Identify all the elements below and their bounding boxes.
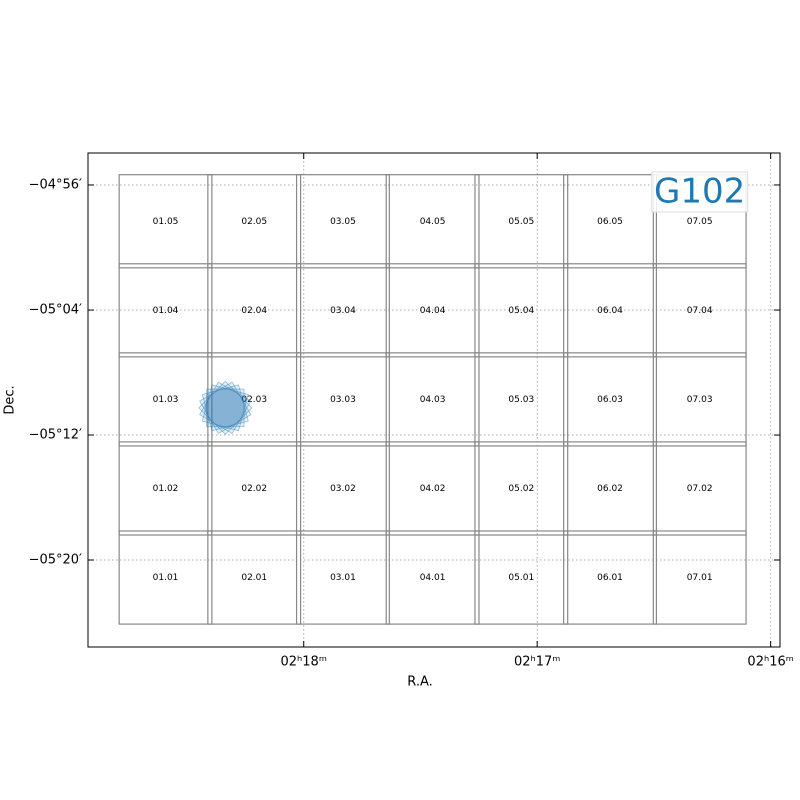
tile — [474, 441, 569, 536]
tile-label: 07.02 — [687, 484, 713, 494]
tile — [652, 441, 747, 536]
tile-label: 02.01 — [241, 573, 267, 583]
x-tick-label: 02ʰ18ᵐ — [280, 655, 326, 670]
tile-label: 01.05 — [153, 217, 179, 227]
tile-label: 06.01 — [597, 573, 623, 583]
tile-label: 06.03 — [597, 395, 623, 405]
tile-label: 05.04 — [508, 306, 534, 316]
tile-label: 03.03 — [330, 395, 356, 405]
tile — [474, 174, 569, 269]
plot-frame — [87, 152, 781, 648]
tile — [385, 263, 480, 358]
panel-label: G102 — [654, 172, 745, 212]
y-tick-label: −04°56′ — [29, 177, 82, 192]
tile-label: 02.02 — [241, 484, 267, 494]
x-tick-label: 02ʰ16ᵐ — [747, 655, 793, 670]
pointing-exposure — [206, 388, 245, 427]
y-axis-label: Dec. — [3, 385, 18, 414]
tile-label: 03.05 — [330, 217, 356, 227]
tile-label: 04.04 — [420, 306, 446, 316]
tile-label: 07.01 — [687, 573, 713, 583]
tile — [295, 530, 390, 625]
tile — [118, 441, 213, 536]
tile-label: 05.05 — [508, 217, 534, 227]
tile-label: 02.03 — [241, 395, 267, 405]
tile — [474, 263, 569, 358]
pointing-exposure — [201, 384, 249, 432]
pointing-exposure — [199, 381, 252, 434]
tile-label: 03.04 — [330, 306, 356, 316]
tile — [385, 352, 480, 447]
tile-label: 01.01 — [153, 573, 179, 583]
tile-label: 01.03 — [153, 395, 179, 405]
tile — [563, 441, 658, 536]
tile — [563, 530, 658, 625]
tile — [207, 530, 302, 625]
tile-label: 05.03 — [508, 395, 534, 405]
tile — [295, 263, 390, 358]
pointing — [198, 380, 253, 435]
x-axis-label: R.A. — [407, 675, 433, 690]
tile-label: 04.03 — [420, 395, 446, 405]
tile — [652, 263, 747, 358]
tile — [563, 263, 658, 358]
tile — [295, 352, 390, 447]
tile — [118, 174, 213, 269]
tile-label: 03.02 — [330, 484, 356, 494]
tile — [563, 352, 658, 447]
tile — [118, 530, 213, 625]
tile — [207, 174, 302, 269]
tile — [118, 263, 213, 358]
tile — [295, 441, 390, 536]
tile — [474, 530, 569, 625]
tile — [295, 174, 390, 269]
tile-label: 01.04 — [153, 306, 179, 316]
tile — [207, 441, 302, 536]
tile-label: 07.04 — [687, 306, 713, 316]
x-tick-label: 02ʰ17ᵐ — [514, 655, 560, 670]
tile — [207, 352, 302, 447]
tile-label: 05.01 — [508, 573, 534, 583]
tile — [474, 352, 569, 447]
tile-label: 06.05 — [597, 217, 623, 227]
tile — [385, 530, 480, 625]
y-tick-label: −05°12′ — [29, 428, 82, 443]
label-box — [651, 171, 749, 213]
tile-label: 06.02 — [597, 484, 623, 494]
tile-label: 07.05 — [687, 217, 713, 227]
pointing-exposure — [199, 381, 252, 434]
tile-label: 01.02 — [153, 484, 179, 494]
tile-label: 02.05 — [241, 217, 267, 227]
tile — [207, 263, 302, 358]
tile — [652, 530, 747, 625]
pointing-exposure — [198, 380, 253, 435]
tile — [652, 352, 747, 447]
tile-label: 04.02 — [420, 484, 446, 494]
tile-label: 02.04 — [241, 306, 267, 316]
tile — [385, 174, 480, 269]
tile — [563, 174, 658, 269]
tile-label: 07.03 — [687, 395, 713, 405]
tile-label: 04.05 — [420, 217, 446, 227]
y-tick-label: −05°04′ — [29, 303, 82, 318]
tile-label: 03.01 — [330, 573, 356, 583]
tile-label: 06.04 — [597, 306, 623, 316]
tile — [385, 441, 480, 536]
pointing-exposure — [201, 384, 249, 432]
y-tick-label: −05°20′ — [29, 552, 82, 567]
tile-label: 04.01 — [420, 573, 446, 583]
tile-label: 05.02 — [508, 484, 534, 494]
tile — [118, 352, 213, 447]
